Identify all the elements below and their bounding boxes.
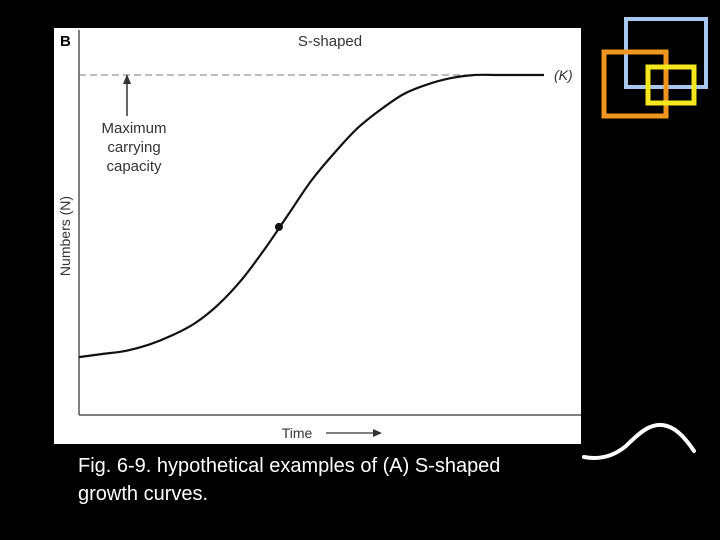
inflection-point — [274, 222, 283, 231]
orange-square-decoration — [601, 49, 669, 119]
figure-caption: Fig. 6-9. hypothetical examples of (A) S… — [78, 455, 501, 505]
yellow-square-decoration — [645, 64, 697, 106]
y-axis-label: Numbers (N) — [57, 196, 73, 276]
x-axis-arrow-head — [373, 429, 382, 437]
s-curve-line — [78, 73, 544, 359]
carrying-capacity-label: (K) — [554, 67, 573, 83]
annotation-line-2: carrying — [107, 139, 160, 156]
panel-letter: B — [60, 33, 71, 50]
annotation-arrow-head — [123, 74, 131, 84]
x-axis-label: Time — [282, 425, 313, 441]
figure-panel: B S-shaped (K) Maximum carrying capacity… — [54, 28, 581, 444]
annotation-line-1: Maximum — [101, 120, 166, 137]
squiggle-decoration — [582, 422, 696, 460]
s-curve-chart: B S-shaped (K) Maximum carrying capacity… — [57, 30, 581, 441]
annotation-line-3: capacity — [106, 158, 162, 175]
chart-title: S-shaped — [298, 33, 362, 50]
